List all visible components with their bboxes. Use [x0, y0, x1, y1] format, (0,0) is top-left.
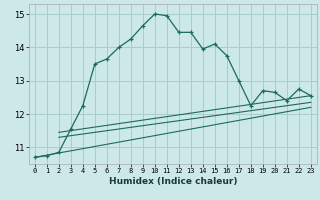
X-axis label: Humidex (Indice chaleur): Humidex (Indice chaleur): [108, 177, 237, 186]
